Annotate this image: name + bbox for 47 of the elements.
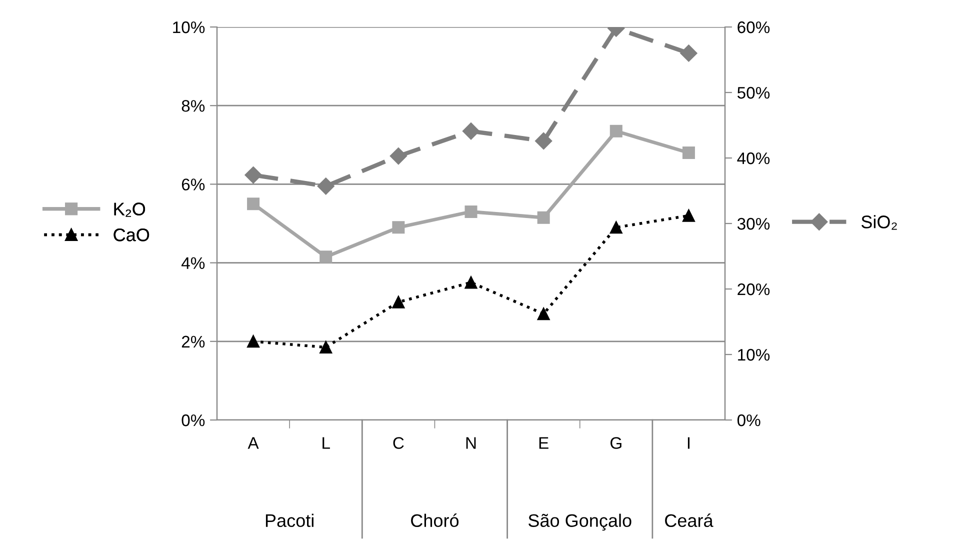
- y-tick-label: 6%: [182, 178, 205, 190]
- legend-label: CaO: [114, 228, 150, 242]
- y2-tick-label: 60%: [738, 21, 770, 34]
- point: [317, 178, 334, 195]
- point: [247, 335, 260, 348]
- point: [320, 250, 332, 264]
- point: [537, 308, 550, 320]
- point: [682, 209, 695, 222]
- x-tick-label: L: [322, 437, 330, 449]
- point: [392, 296, 405, 308]
- point: [464, 276, 478, 289]
- x-tick-label: G: [610, 437, 622, 449]
- point: [682, 146, 695, 160]
- y-tick-label: 8%: [182, 100, 205, 112]
- text: Choró: [411, 514, 459, 528]
- y2-tick-label: 30%: [737, 218, 770, 230]
- text: Ceará: [665, 514, 714, 528]
- point: [392, 221, 405, 234]
- y-tick-label: 10%: [173, 21, 205, 34]
- text: São Gonçalo: [528, 514, 632, 531]
- point: [537, 211, 550, 224]
- point: [680, 44, 698, 62]
- y2-tick-label: 40%: [737, 152, 770, 164]
- point: [244, 166, 262, 184]
- point: [390, 147, 407, 165]
- y-tick-label: 2%: [182, 336, 205, 348]
- y2-tick-label: 0%: [737, 414, 760, 426]
- y-tick-label: 0%: [182, 414, 205, 426]
- point: [535, 132, 552, 150]
- x-tick-label: E: [539, 437, 548, 449]
- x-tick-label: C: [393, 437, 404, 449]
- y-tick-label: 4%: [181, 257, 205, 269]
- legend-label: K₂O: [114, 202, 146, 217]
- point: [320, 341, 332, 354]
- point: [462, 122, 480, 140]
- point: [610, 124, 622, 138]
- text: Pacoti: [266, 514, 314, 528]
- point: [247, 198, 260, 210]
- point: [464, 205, 478, 218]
- x-tick-label: I: [688, 437, 690, 449]
- y2-tick-label: 20%: [738, 283, 770, 296]
- point: [610, 221, 622, 234]
- x-tick-label: A: [248, 437, 259, 449]
- x-tick-label: N: [466, 437, 476, 449]
- y2-tick-label: 10%: [738, 348, 770, 361]
- y2-tick-label: 50%: [737, 86, 770, 99]
- legend-label: SiO₂: [861, 215, 897, 230]
